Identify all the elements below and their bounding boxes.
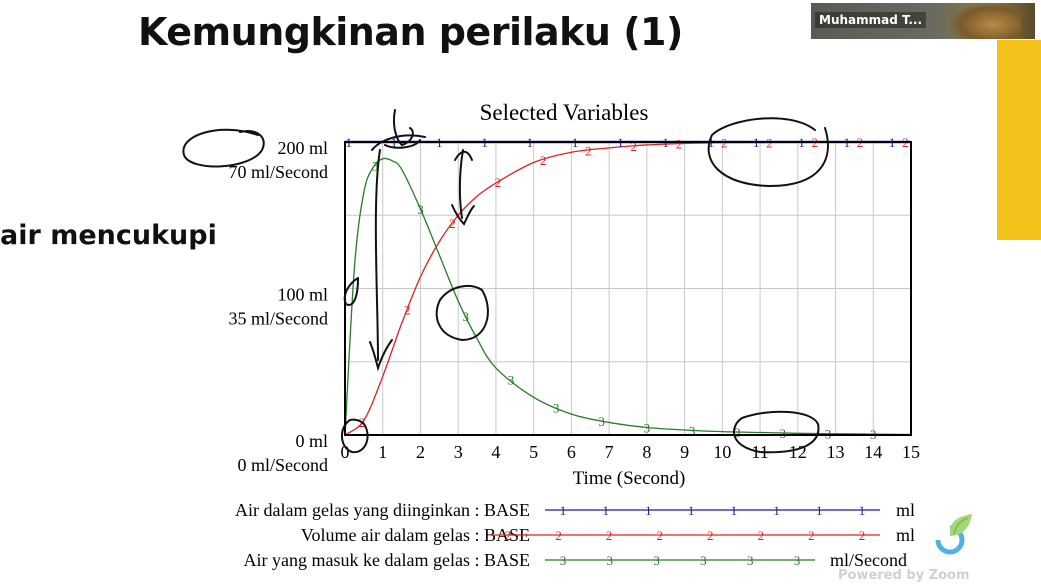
series-2-marker: 2 — [404, 303, 411, 318]
x-tick-label: 7 — [605, 442, 614, 462]
y-tick-label-rate: 0 ml/Second — [238, 455, 329, 475]
legend-marker: 2 — [656, 528, 663, 543]
series-2-marker: 2 — [495, 175, 502, 190]
x-tick-label: 13 — [827, 442, 845, 462]
chart-title: Selected Variables — [480, 100, 649, 125]
legend-unit: ml — [896, 500, 915, 520]
x-tick-label: 2 — [416, 442, 425, 462]
legend-unit: ml/Second — [830, 550, 907, 570]
x-tick-label: 9 — [680, 442, 689, 462]
handwritten-annotation-stroke — [733, 410, 820, 454]
handwritten-annotation-stroke — [182, 128, 265, 168]
x-tick-label: 5 — [529, 442, 538, 462]
plot-frame — [344, 141, 912, 436]
y-tick-label-ml: 100 ml — [277, 285, 328, 305]
series-3-marker: 3 — [553, 400, 560, 415]
handwritten-annotation-stroke — [341, 418, 369, 454]
legend-marker: 2 — [758, 528, 765, 543]
y-tick-label-rate: 70 ml/Second — [229, 162, 329, 182]
x-tick-label: 15 — [902, 442, 920, 462]
x-tick-label: 1 — [378, 442, 387, 462]
legend-label: Air yang masuk ke dalam gelas : BASE — [244, 550, 530, 570]
y-tick-label-ml: 0 ml — [295, 431, 328, 451]
legend-marker: 3 — [653, 553, 660, 568]
legend-marker: 2 — [707, 528, 714, 543]
legend-marker: 1 — [816, 503, 823, 518]
handwritten-annotation-stroke — [707, 117, 829, 188]
accent-bar — [997, 40, 1041, 240]
series-3-marker: 3 — [372, 158, 379, 173]
x-tick-label: 3 — [454, 442, 463, 462]
legend-marker: 3 — [700, 553, 707, 568]
legend-marker: 1 — [688, 503, 695, 518]
series-3-marker: 3 — [644, 420, 651, 435]
series-2-marker: 2 — [540, 153, 547, 168]
series-3-marker: 3 — [462, 309, 469, 324]
handwritten-annotations — [182, 109, 829, 454]
series-3-marker: 3 — [734, 425, 741, 440]
series-3-marker: 3 — [598, 414, 605, 429]
series-2-marker: 2 — [585, 143, 592, 158]
legend-marker: 1 — [859, 503, 866, 518]
x-tick-label: 6 — [567, 442, 576, 462]
eco-logo — [935, 514, 972, 555]
series-3-marker: 3 — [508, 373, 515, 388]
x-tick-label: 10 — [713, 442, 731, 462]
handwritten-annotation-stroke — [371, 109, 426, 151]
x-tick-label: 14 — [864, 442, 882, 462]
x-tick-label: 0 — [341, 442, 350, 462]
x-tick-label: 12 — [789, 442, 807, 462]
handwritten-annotation-stroke — [369, 149, 393, 372]
y-tick-label-rate: 35 ml/Second — [229, 309, 329, 329]
legend-marker: 2 — [859, 528, 866, 543]
legend-marker: 3 — [747, 553, 754, 568]
series-3-marker: 3 — [689, 423, 696, 438]
legend-unit: ml — [896, 525, 915, 545]
legend-marker: 3 — [794, 553, 801, 568]
zoom-participant-video[interactable]: Muhammad T... — [811, 3, 1035, 39]
x-axis-label: Time (Second) — [573, 468, 686, 489]
series-2-marker: 2 — [449, 216, 456, 231]
series-3-marker: 3 — [779, 426, 786, 441]
legend-label: Air dalam gelas yang diinginkan : BASE — [235, 500, 530, 520]
chart-grid — [345, 142, 911, 435]
x-tick-label: 4 — [491, 442, 500, 462]
legend-marker: 1 — [602, 503, 609, 518]
legend-marker: 2 — [606, 528, 613, 543]
legend-marker: 2 — [505, 528, 512, 543]
series-2-marker: 2 — [630, 139, 637, 154]
series-2-marker: 2 — [721, 136, 728, 151]
slide-title: Kemungkinan perilaku (1) — [138, 10, 683, 54]
legend-marker: 3 — [607, 553, 614, 568]
x-axis-tick-labels: 0 1 2 3 4 5 6 7 8 9 10 11 12 13 14 15 — [341, 442, 921, 462]
handwritten-annotation-stroke — [451, 149, 475, 226]
participant-name-label: Muhammad T... — [815, 12, 927, 28]
series-line-3 — [344, 157, 912, 436]
series-2-marker: 2 — [676, 137, 683, 152]
y-tick-label-ml: 200 ml — [277, 138, 328, 158]
legend-marker: 2 — [555, 528, 562, 543]
y-axis-labels: 200 ml 70 ml/Second 100 ml 35 ml/Second 0 ml… — [229, 138, 329, 475]
chart-legend: Air dalam gelas yang diinginkan : BASE 1 1… — [235, 500, 915, 570]
handwritten-annotation-stroke — [343, 277, 359, 306]
series-3-marker: 3 — [417, 202, 424, 217]
x-tick-label: 8 — [642, 442, 651, 462]
legend-marker: 1 — [645, 503, 652, 518]
legend-marker: 1 — [560, 503, 567, 518]
participant-face — [951, 3, 1021, 39]
legend-marker: 3 — [560, 553, 567, 568]
slide-fragment-text: air mencukupi — [0, 220, 217, 251]
legend-marker: 1 — [773, 503, 780, 518]
legend-label: Volume air dalam gelas : BASE — [301, 525, 530, 545]
legend-marker: 1 — [731, 503, 738, 518]
zoom-watermark: Powered by Zoom — [838, 568, 970, 583]
legend-marker: 2 — [808, 528, 815, 543]
handwritten-annotation-stroke — [435, 284, 489, 342]
